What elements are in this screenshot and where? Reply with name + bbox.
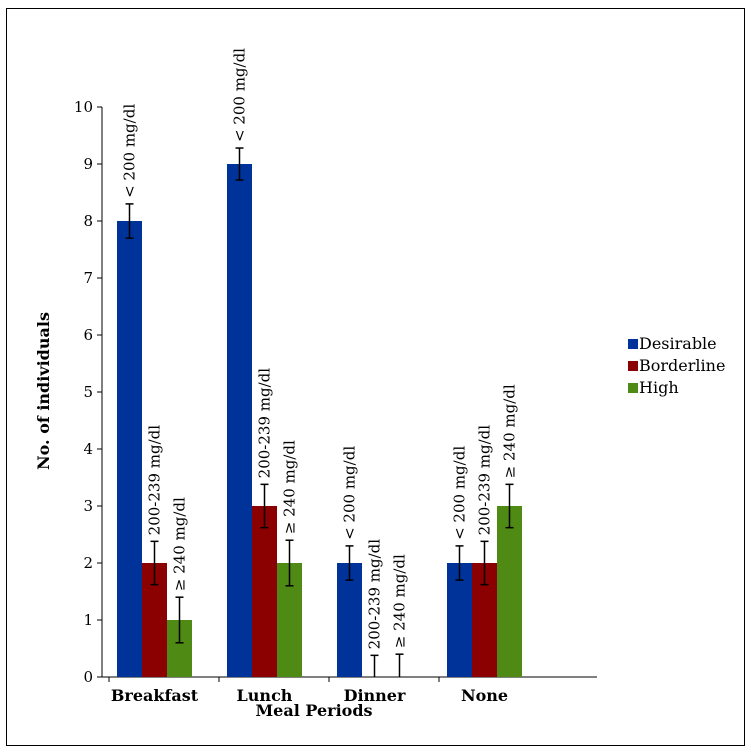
bar-data-label: ≥ 240 mg/dl (501, 384, 519, 478)
x-tick-label: Breakfast (111, 686, 199, 705)
legend-entry: High (639, 378, 679, 397)
legend-swatch (628, 339, 638, 349)
legend-swatch (628, 361, 638, 371)
x-tick-label: None (461, 686, 508, 705)
bar (447, 563, 472, 677)
y-tick-label: 9 (83, 155, 93, 173)
bar (117, 221, 142, 677)
bar-data-label: < 200 mg/dl (121, 104, 139, 198)
x-tick-labels: Breakfast Lunch Dinner None (111, 686, 508, 705)
y-tick-label: 1 (83, 611, 93, 629)
y-tick-label: 2 (83, 554, 93, 572)
bar-data-label: 200-239 mg/dl (366, 539, 384, 650)
y-tick-label: 7 (83, 269, 93, 287)
bar-data-label: ≥ 240 mg/dl (281, 440, 299, 534)
bar (497, 506, 522, 677)
legend-swatch (628, 383, 638, 393)
chart-frame: < 200 mg/dl < 200 mg/dl < 200 mg/dl < 200 m… (6, 8, 745, 746)
legend-entry: Desirable (639, 334, 717, 353)
bar-data-label: ≥ 240 mg/dl (391, 554, 409, 648)
y-tick-label: 0 (83, 668, 93, 686)
bar-data-label: < 200 mg/dl (451, 446, 469, 540)
bar-data-label: 200-239 mg/dl (476, 425, 494, 536)
legend: Desirable Borderline High (628, 334, 725, 397)
y-tick-label: 6 (83, 326, 93, 344)
x-tick-label: Lunch (237, 686, 293, 705)
x-tick-label: Dinner (344, 686, 406, 705)
y-tick-labels: 0 1 2 3 4 5 6 7 8 9 10 (74, 98, 93, 686)
bar-data-label: 200-239 mg/dl (256, 368, 274, 479)
error-bars (125, 147, 514, 677)
y-tick-label: 3 (83, 497, 93, 515)
bar-data-label: 200-239 mg/dl (146, 425, 164, 536)
legend-entry: Borderline (639, 356, 725, 375)
bar-labels: < 200 mg/dl < 200 mg/dl < 200 mg/dl < 200 m… (121, 48, 519, 650)
bars (117, 164, 522, 677)
bar-data-label: < 200 mg/dl (341, 446, 359, 540)
x-axis-title: Meal Periods (255, 701, 372, 720)
bar-data-label: ≥ 240 mg/dl (171, 497, 189, 591)
bar (227, 164, 252, 677)
y-tick-label: 8 (83, 212, 93, 230)
bar (337, 563, 362, 677)
y-axis-title: No. of individuals (34, 312, 53, 470)
y-tick-label: 5 (83, 383, 93, 401)
y-tick-label: 4 (83, 440, 93, 458)
y-tick-label: 10 (74, 98, 93, 116)
bar (252, 506, 277, 677)
bar-data-label: < 200 mg/dl (231, 48, 249, 142)
bar-chart: < 200 mg/dl < 200 mg/dl < 200 mg/dl < 200 m… (34, 48, 725, 720)
